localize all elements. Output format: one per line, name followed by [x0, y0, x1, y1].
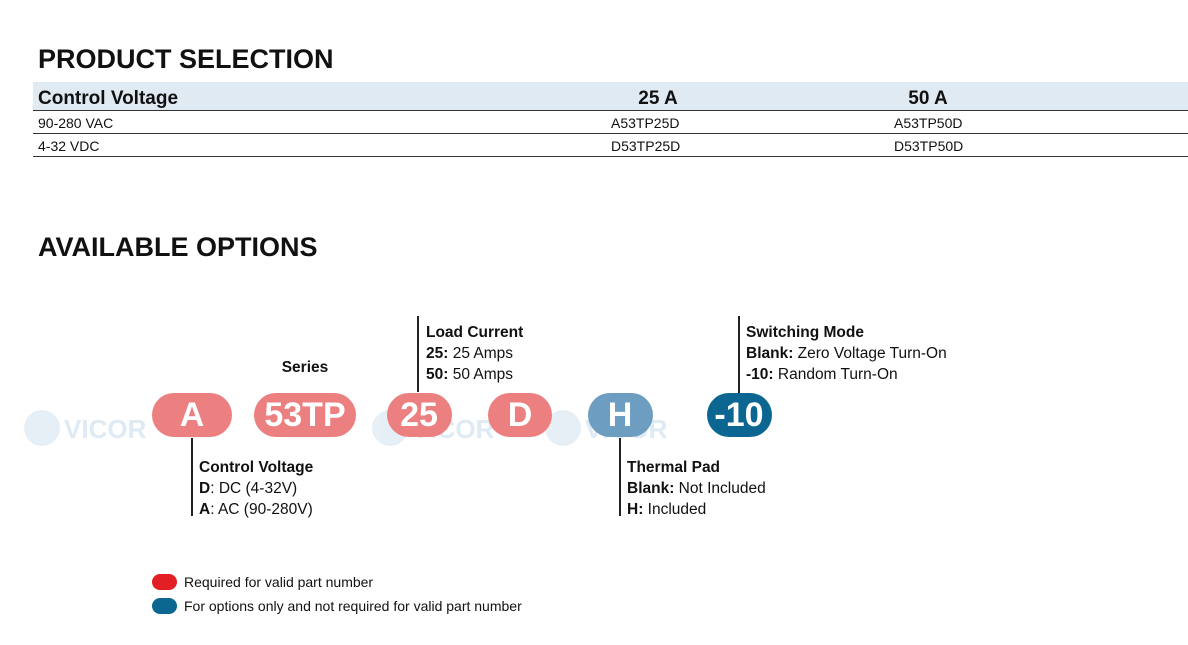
pill-required [152, 393, 232, 437]
legend-swatch [152, 598, 177, 614]
option-text: : AC (90-280V) [210, 501, 313, 518]
option-text: Not Included [674, 480, 765, 497]
table-header: 50 A [908, 88, 948, 109]
option-title: Switching Mode [746, 324, 864, 341]
legend-label: For options only and not required for va… [184, 598, 522, 614]
table-cell: 4-32 VDC [38, 138, 99, 154]
pill-label: -10 [714, 396, 763, 434]
table-cell: D53TP50D [894, 138, 963, 154]
pill-required [387, 393, 452, 437]
option-line: 25: 25 Amps [426, 345, 513, 362]
table-cell: 90-280 VAC [38, 115, 113, 131]
option-line: Blank: Not Included [627, 480, 766, 497]
section-title: PRODUCT SELECTION [38, 44, 334, 74]
section-title: AVAILABLE OPTIONS [38, 232, 318, 262]
option-key: -10: [746, 366, 774, 383]
table-header: Control Voltage [38, 88, 178, 109]
option-line: Blank: Zero Voltage Turn-On [746, 345, 947, 362]
pill-optional [707, 393, 772, 437]
table-cell: A53TP50D [894, 115, 962, 131]
option-line: A: AC (90-280V) [199, 501, 313, 518]
legend-label: Required for valid part number [184, 574, 373, 590]
table-cell: D53TP25D [611, 138, 680, 154]
option-title: Load Current [426, 324, 523, 341]
option-text: Included [643, 501, 706, 518]
option-title: Control Voltage [199, 459, 314, 476]
pill-label: H [608, 396, 633, 434]
option-key: Blank: [746, 345, 793, 362]
option-text: Random Turn-On [774, 366, 898, 383]
watermark-logo [545, 410, 581, 446]
pill-required [488, 393, 552, 437]
option-text: 50 Amps [448, 366, 513, 383]
option-title: Thermal Pad [627, 459, 720, 476]
option-key: H: [627, 501, 643, 518]
watermark: VICOR [64, 414, 147, 444]
option-key: A [199, 501, 210, 518]
pill-label: 53TP [264, 396, 345, 434]
option-text: 25 Amps [448, 345, 513, 362]
option-key: 25: [426, 345, 448, 362]
pill-label: D [508, 396, 533, 434]
option-key: Blank: [627, 480, 674, 497]
pill-label: 25 [400, 396, 438, 434]
option-key: 50: [426, 366, 448, 383]
watermark-logo [24, 410, 60, 446]
legend-swatch [152, 574, 177, 590]
series-label: Series [282, 359, 329, 376]
table-header: 25 A [638, 88, 678, 109]
option-line: -10: Random Turn-On [746, 366, 898, 383]
option-text: : DC (4-32V) [210, 480, 297, 497]
pill-optional [588, 393, 653, 437]
option-line: 50: 50 Amps [426, 366, 513, 383]
pill-required [254, 393, 356, 437]
watermarks: VICOR VICOR VICOR [24, 410, 668, 446]
table-cell: A53TP25D [611, 115, 679, 131]
option-text: Zero Voltage Turn-On [793, 345, 946, 362]
option-line: D: DC (4-32V) [199, 480, 297, 497]
table-header-band [33, 82, 1188, 110]
option-key: D [199, 480, 210, 497]
option-line: H: Included [627, 501, 706, 518]
pill-label: A [180, 396, 205, 434]
